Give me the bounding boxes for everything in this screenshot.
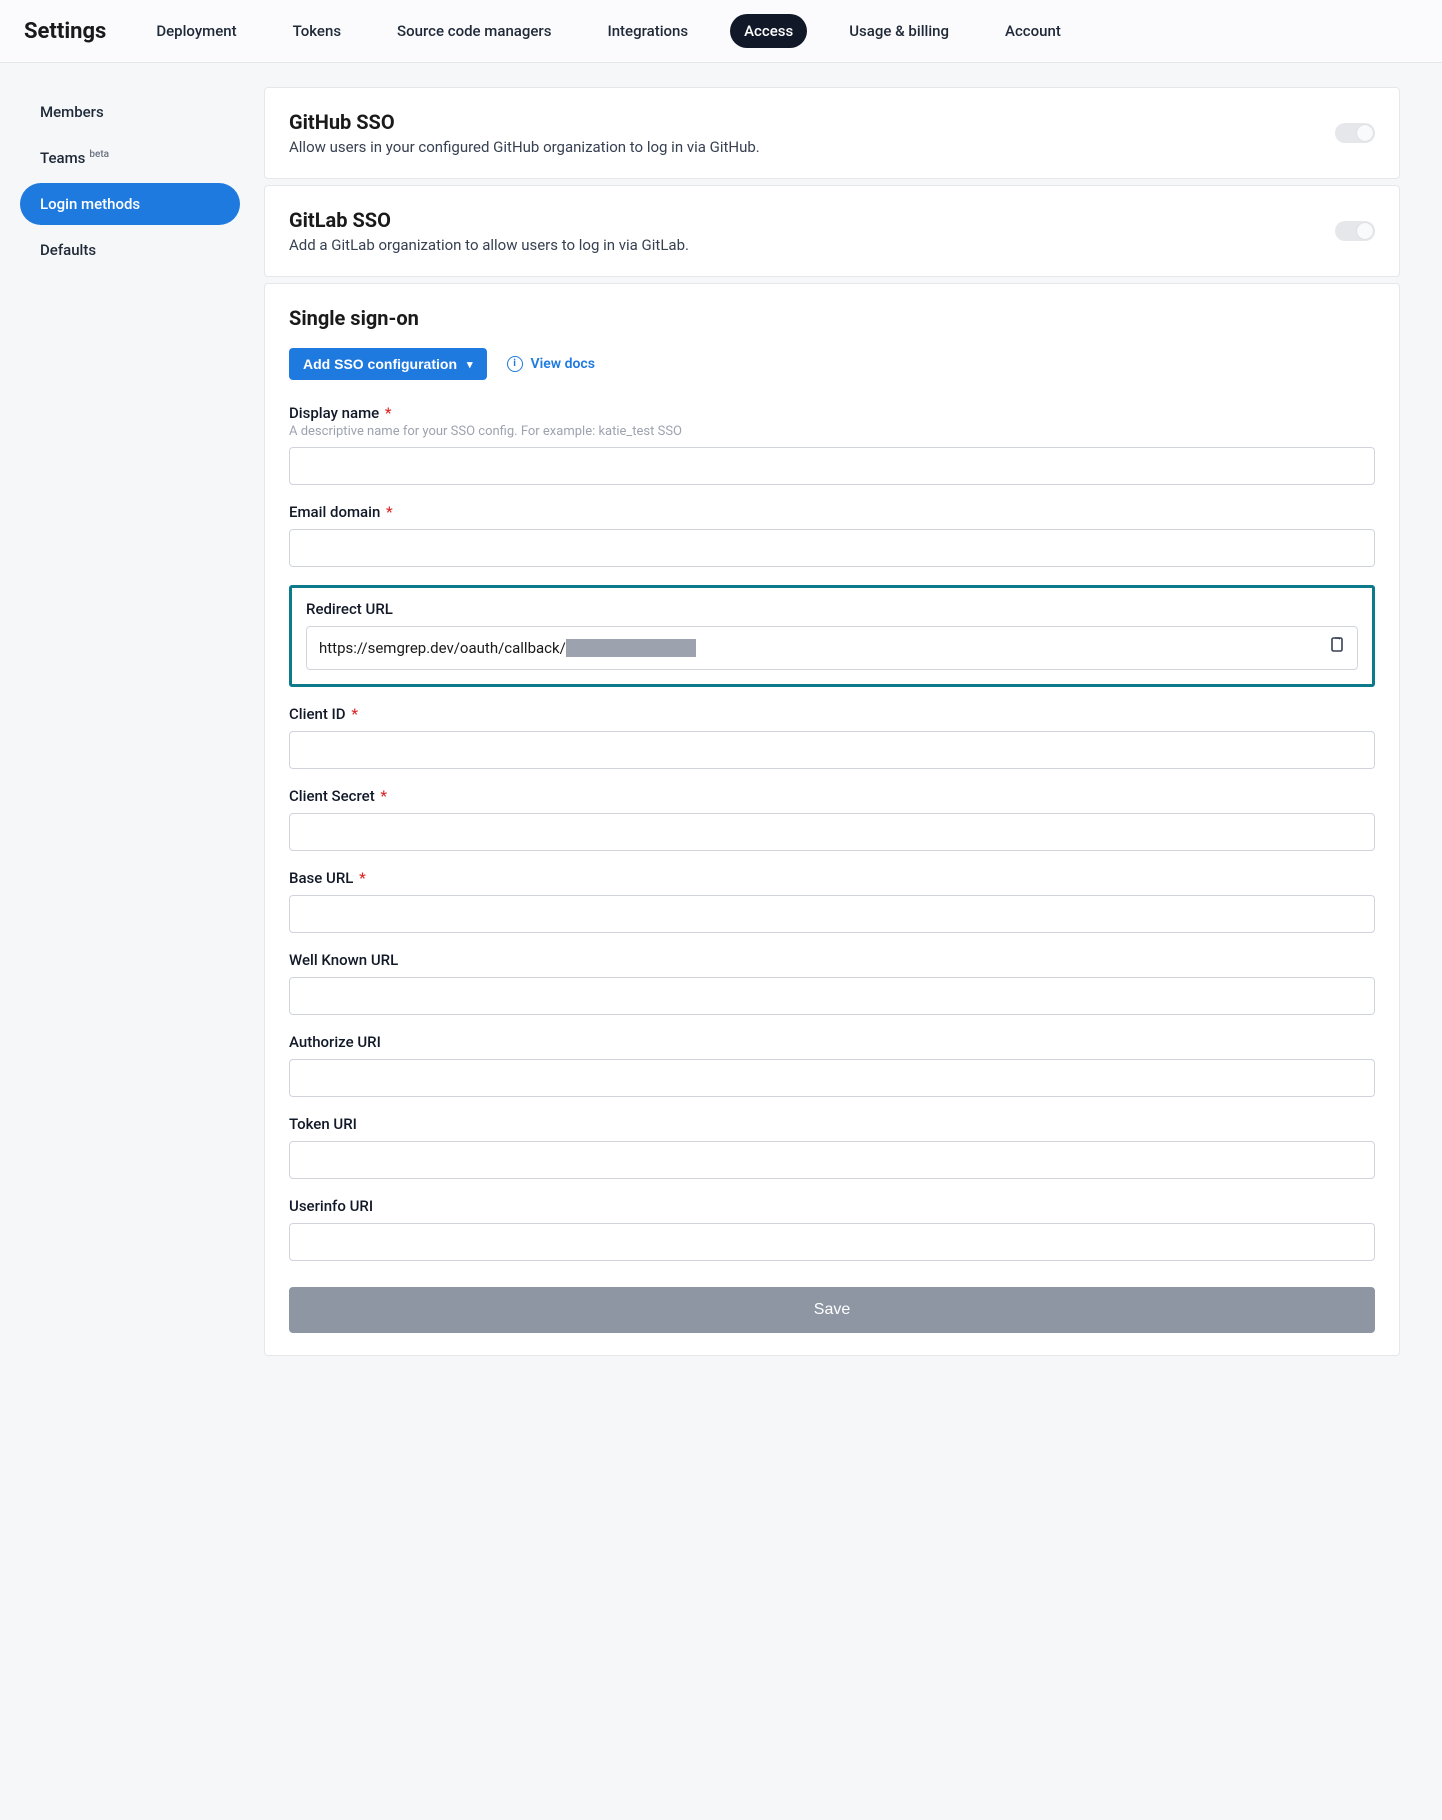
base-url-input[interactable] bbox=[289, 895, 1375, 933]
gitlab-sso-subtitle: Add a GitLab organization to allow users… bbox=[289, 236, 689, 254]
field-email-domain: Email domain * bbox=[289, 503, 1375, 567]
field-base-url: Base URL * bbox=[289, 869, 1375, 933]
email-domain-input[interactable] bbox=[289, 529, 1375, 567]
topbar: Settings Deployment Tokens Source code m… bbox=[0, 0, 1442, 63]
github-sso-subtitle: Allow users in your configured GitHub or… bbox=[289, 138, 760, 156]
base-url-label: Base URL bbox=[289, 869, 353, 887]
save-button[interactable]: Save bbox=[289, 1287, 1375, 1333]
sidebar-item-login-methods[interactable]: Login methods bbox=[20, 183, 240, 225]
field-authorize-uri: Authorize URI bbox=[289, 1033, 1375, 1097]
add-sso-button[interactable]: Add SSO configuration ▾ bbox=[289, 348, 487, 380]
redacted-segment bbox=[566, 639, 696, 657]
authorize-uri-input[interactable] bbox=[289, 1059, 1375, 1097]
redirect-url-value-box: https://semgrep.dev/oauth/callback/ bbox=[306, 626, 1358, 670]
field-display-name: Display name * A descriptive name for yo… bbox=[289, 404, 1375, 485]
display-name-input[interactable] bbox=[289, 447, 1375, 485]
topbar-item-deployment[interactable]: Deployment bbox=[142, 14, 250, 48]
client-secret-input[interactable] bbox=[289, 813, 1375, 851]
copy-icon[interactable] bbox=[1329, 637, 1345, 659]
chevron-down-icon: ▾ bbox=[467, 358, 473, 371]
client-secret-label: Client Secret bbox=[289, 787, 375, 805]
redirect-url-value: https://semgrep.dev/oauth/callback/ bbox=[319, 639, 696, 657]
topbar-item-scm[interactable]: Source code managers bbox=[383, 14, 565, 48]
gitlab-sso-title: GitLab SSO bbox=[289, 208, 689, 232]
field-client-secret: Client Secret * bbox=[289, 787, 1375, 851]
sso-section-title: Single sign-on bbox=[289, 306, 1375, 330]
main-content: GitHub SSO Allow users in your configure… bbox=[264, 87, 1400, 1362]
field-userinfo-uri: Userinfo URI bbox=[289, 1197, 1375, 1261]
sidebar-item-defaults[interactable]: Defaults bbox=[20, 229, 240, 271]
token-uri-input[interactable] bbox=[289, 1141, 1375, 1179]
field-redirect-url: Redirect URL https://semgrep.dev/oauth/c… bbox=[289, 585, 1375, 687]
field-well-known-url: Well Known URL bbox=[289, 951, 1375, 1015]
field-client-id: Client ID * bbox=[289, 705, 1375, 769]
sidebar-item-label: Defaults bbox=[40, 241, 96, 259]
topbar-item-billing[interactable]: Usage & billing bbox=[835, 14, 963, 48]
sidebar: Members Teams beta Login methods Default… bbox=[20, 87, 240, 1362]
well-known-url-label: Well Known URL bbox=[289, 951, 398, 969]
redirect-url-prefix: https://semgrep.dev/oauth/callback/ bbox=[319, 639, 566, 657]
redirect-url-label: Redirect URL bbox=[306, 600, 393, 618]
topbar-item-tokens[interactable]: Tokens bbox=[279, 14, 355, 48]
token-uri-label: Token URI bbox=[289, 1115, 357, 1133]
display-name-label: Display name bbox=[289, 404, 379, 422]
userinfo-uri-input[interactable] bbox=[289, 1223, 1375, 1261]
sidebar-item-label: Teams bbox=[40, 149, 85, 167]
gitlab-sso-card: GitLab SSO Add a GitLab organization to … bbox=[264, 185, 1400, 277]
gitlab-sso-toggle[interactable] bbox=[1335, 221, 1375, 241]
field-token-uri: Token URI bbox=[289, 1115, 1375, 1179]
display-name-hint: A descriptive name for your SSO config. … bbox=[289, 424, 1375, 439]
topbar-item-integrations[interactable]: Integrations bbox=[593, 14, 702, 48]
sidebar-item-label: Members bbox=[40, 103, 104, 121]
userinfo-uri-label: Userinfo URI bbox=[289, 1197, 373, 1215]
github-sso-toggle[interactable] bbox=[1335, 123, 1375, 143]
email-domain-label: Email domain bbox=[289, 503, 380, 521]
authorize-uri-label: Authorize URI bbox=[289, 1033, 381, 1051]
github-sso-card: GitHub SSO Allow users in your configure… bbox=[264, 87, 1400, 179]
topbar-item-account[interactable]: Account bbox=[991, 14, 1075, 48]
required-asterisk: * bbox=[380, 787, 387, 805]
sidebar-item-teams[interactable]: Teams beta bbox=[20, 137, 240, 179]
sidebar-item-label: Login methods bbox=[40, 195, 140, 213]
required-asterisk: * bbox=[386, 503, 393, 521]
required-asterisk: * bbox=[351, 705, 358, 723]
client-id-input[interactable] bbox=[289, 731, 1375, 769]
beta-badge: beta bbox=[89, 149, 109, 160]
github-sso-title: GitHub SSO bbox=[289, 110, 760, 134]
add-sso-label: Add SSO configuration bbox=[303, 356, 457, 372]
well-known-url-input[interactable] bbox=[289, 977, 1375, 1015]
topbar-item-access[interactable]: Access bbox=[730, 14, 807, 48]
client-id-label: Client ID bbox=[289, 705, 346, 723]
view-docs-link[interactable]: i View docs bbox=[507, 356, 595, 372]
required-asterisk: * bbox=[385, 404, 392, 422]
required-asterisk: * bbox=[359, 869, 366, 887]
view-docs-label: View docs bbox=[531, 356, 595, 372]
page-title: Settings bbox=[24, 19, 106, 44]
sidebar-item-members[interactable]: Members bbox=[20, 91, 240, 133]
sso-form-card: Single sign-on Add SSO configuration ▾ i… bbox=[264, 283, 1400, 1356]
info-icon: i bbox=[507, 356, 523, 372]
